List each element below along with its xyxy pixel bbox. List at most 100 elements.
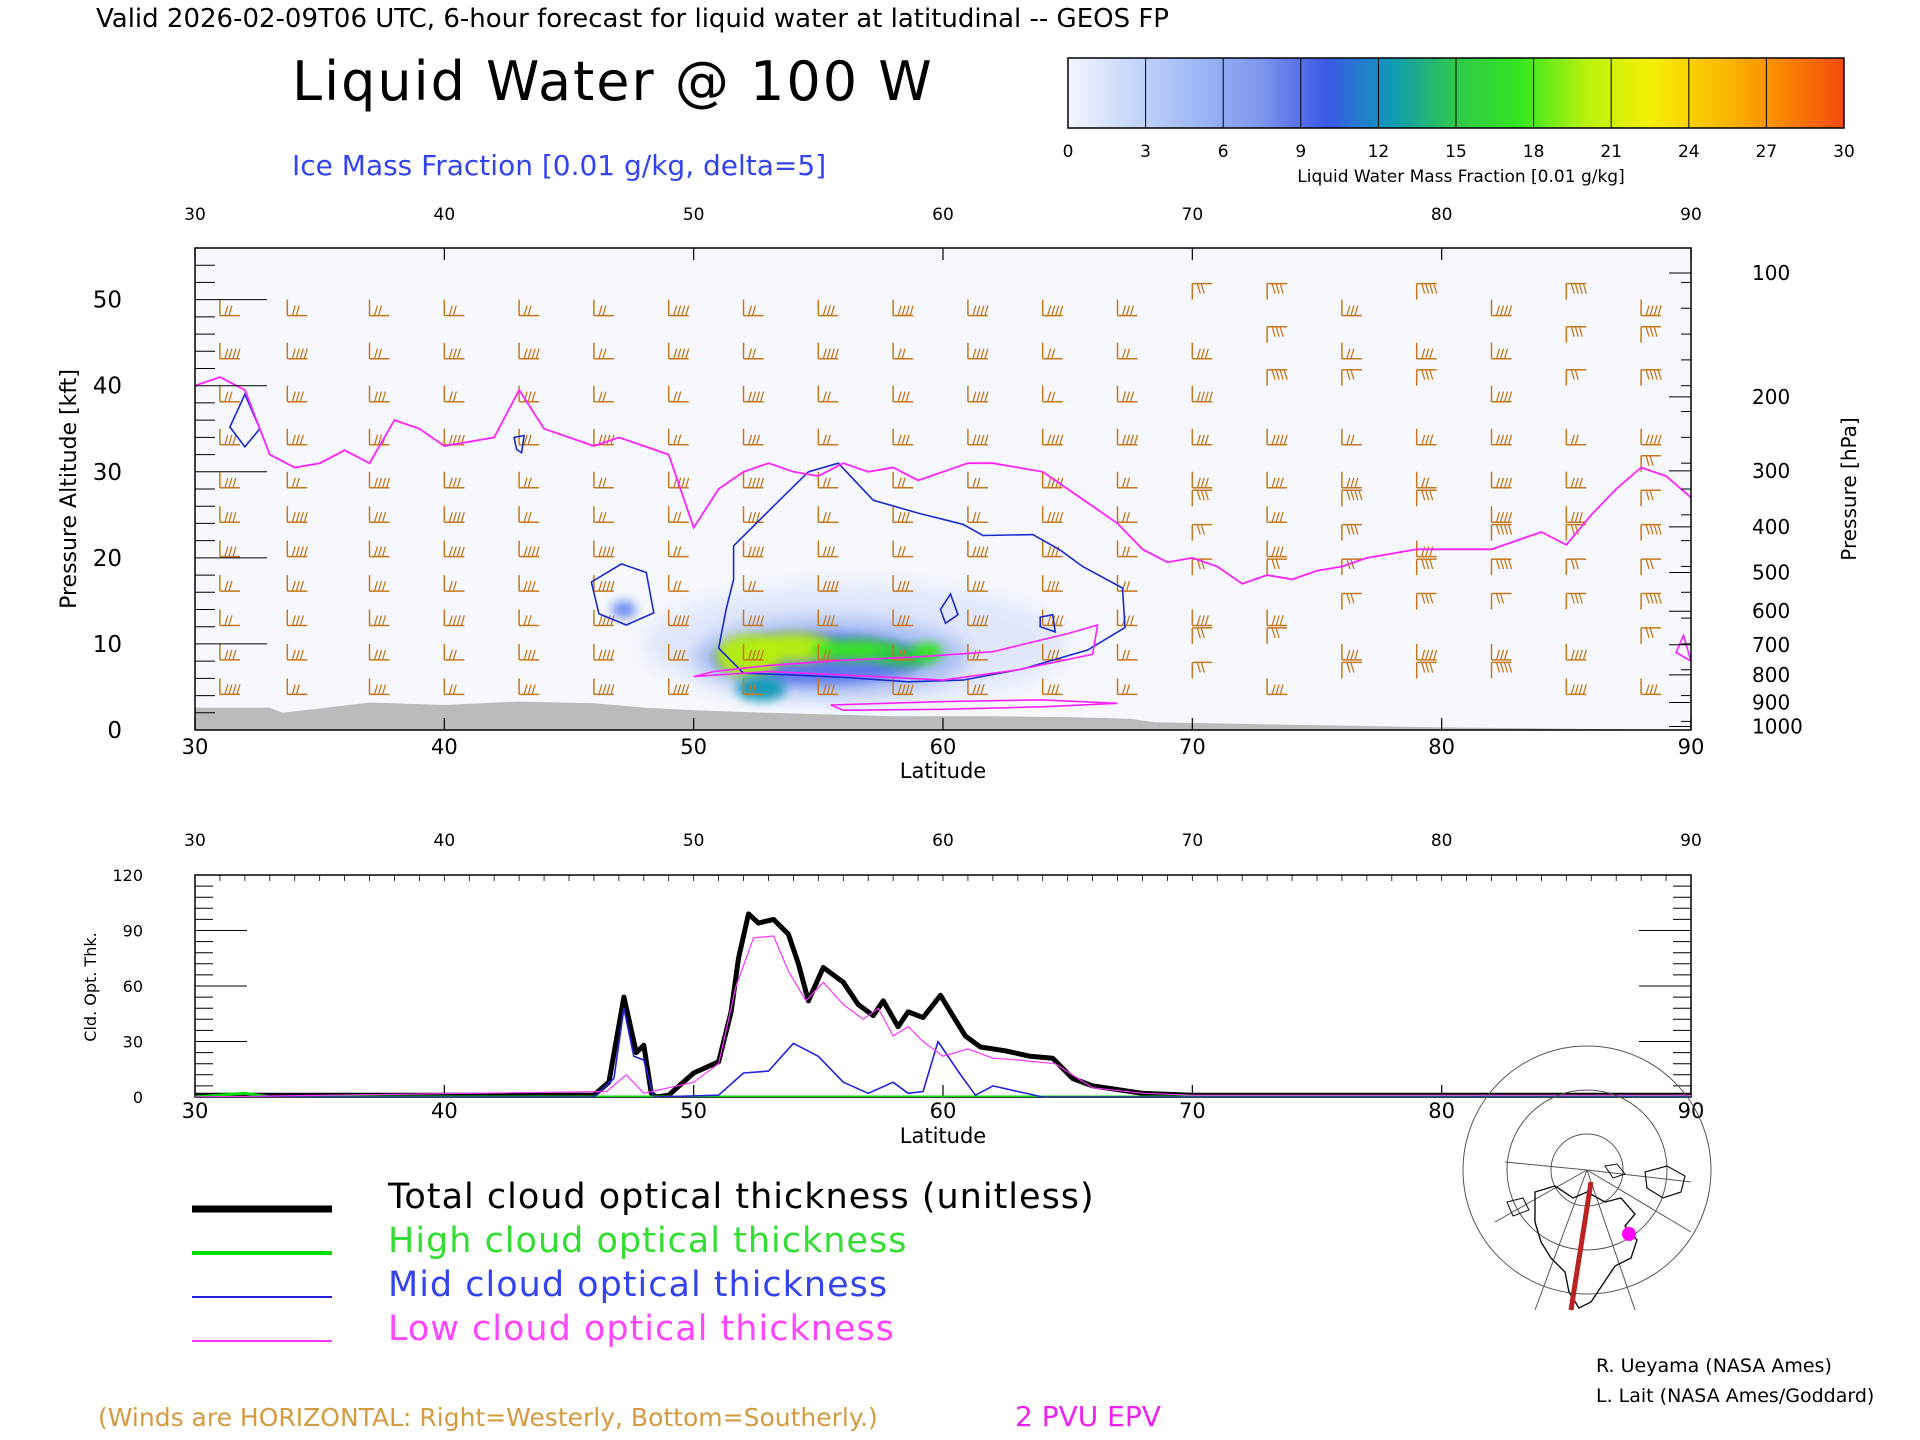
wind-barb (1640, 592, 1662, 610)
wind-barb (219, 299, 240, 317)
liquid-cell (753, 632, 834, 663)
epv-contour (830, 699, 1118, 712)
wind-barb (443, 471, 465, 489)
wind-barb (219, 540, 240, 558)
pressure-tick-label: 700 (1752, 633, 1790, 657)
optical-thickness-frame (194, 874, 1692, 1098)
wind-barb (1415, 661, 1437, 679)
wind-barb (817, 609, 839, 627)
wind-barb (967, 643, 988, 661)
pressure-tick-label: 100 (1752, 261, 1790, 285)
terrain (195, 701, 1691, 730)
colorbar-tick-label: 24 (1678, 142, 1700, 162)
x-tick-label-top: 70 (1182, 831, 1204, 851)
wind-barb (219, 342, 241, 360)
wind-barb (817, 643, 839, 661)
wind-barb (1640, 299, 1662, 317)
y-tick-label: 50 (93, 288, 122, 314)
y-tick-label: 0 (107, 718, 122, 744)
wind-barb (443, 506, 465, 523)
wind-barb (1490, 592, 1512, 610)
legend: Total cloud optical thickness (unitless)… (192, 1177, 1095, 1349)
wind-barb (593, 299, 614, 317)
wind-barb (1041, 506, 1064, 523)
x-tick-label: 60 (930, 1099, 957, 1123)
colorbar-tick-label: 12 (1368, 142, 1390, 162)
wind-barb (667, 471, 690, 489)
wind-barb (593, 385, 614, 403)
wind-barb (219, 506, 240, 523)
colorbar-tick-label: 15 (1445, 142, 1467, 162)
wind-barb (667, 342, 690, 360)
wind-barb (1041, 575, 1063, 592)
wind-barb (967, 299, 989, 317)
wind-barb (1341, 299, 1362, 317)
wind-barb (817, 678, 839, 696)
wind-barb (1041, 678, 1063, 696)
x-tick-label: 80 (1428, 735, 1455, 759)
cross-section-panel: 3030404050506060707080809090010203040501… (93, 205, 1803, 759)
wind-barb (1640, 455, 1662, 472)
wind-barb (368, 506, 390, 523)
y-tick-label: 90 (123, 922, 143, 941)
wind-barb (1191, 428, 1213, 446)
wind-barb (286, 299, 308, 317)
wind-barb (443, 540, 465, 558)
wind-barb (443, 342, 465, 360)
wind-barb (667, 428, 689, 446)
x-tick-label: 40 (431, 735, 458, 759)
x-tick-label-top: 70 (1182, 205, 1204, 225)
credit-2: L. Lait (NASA Ames/Goddard) (1596, 1385, 1874, 1407)
wind-barb (1116, 575, 1138, 592)
x-tick-label-top: 50 (683, 205, 705, 225)
wind-barb (1116, 342, 1138, 360)
wind-barb (892, 540, 914, 558)
pressure-tick-label: 400 (1752, 515, 1790, 539)
y-tick-label: 20 (93, 546, 122, 572)
wind-barb (1565, 592, 1587, 610)
cross-section-axes: 3030404050506060707080809090010203040501… (93, 205, 1803, 759)
wind-barb (593, 643, 615, 661)
wind-barb (443, 609, 465, 627)
legend-label-mid: Mid cloud optical thickness (388, 1265, 888, 1305)
series-high (195, 1091, 1691, 1097)
wind-barb (443, 385, 465, 403)
wind-barb (1565, 643, 1587, 661)
y-tick-label: 60 (123, 977, 143, 996)
wind-barb (219, 385, 240, 403)
legend-label-total: Total cloud optical thickness (unitless) (387, 1177, 1095, 1217)
wind-barb (742, 471, 765, 489)
terrain-layer (195, 701, 1691, 730)
pressure-tick-label: 300 (1752, 459, 1790, 483)
wind-barb (667, 385, 689, 403)
wind-barb (967, 385, 989, 403)
wind-barb (742, 609, 765, 627)
x-tick-label-top: 60 (932, 831, 954, 851)
wind-barb (1341, 342, 1362, 360)
wind-barb (1041, 342, 1063, 360)
wind-barb (1490, 385, 1513, 403)
wind-barb (817, 385, 839, 403)
x-tick-label-top: 90 (1680, 205, 1702, 225)
wind-barb (286, 471, 308, 489)
wind-barb (817, 471, 839, 489)
wind-barb (1490, 299, 1513, 317)
wind-barb (1565, 428, 1587, 446)
x-tick-label-top: 80 (1431, 831, 1453, 851)
wind-barb (817, 428, 839, 446)
colorbar-tick-label: 3 (1140, 142, 1151, 162)
x-tick-label-top: 80 (1431, 205, 1453, 225)
wind-barb (1415, 428, 1437, 446)
pressure-tick-label: 900 (1752, 690, 1790, 714)
epv-2pvu-line (195, 376, 1691, 585)
ice-contour (1039, 613, 1057, 634)
wind-barb (1490, 506, 1513, 523)
wind-barb (286, 428, 308, 446)
wind-barb (593, 471, 614, 489)
wind-barb (742, 506, 764, 523)
colorbar-tick-label: 30 (1833, 142, 1855, 162)
wind-barb (667, 678, 690, 696)
wind-barb (1116, 643, 1138, 661)
pressure-tick-label: 1000 (1752, 715, 1803, 739)
wind-barb (286, 342, 308, 360)
